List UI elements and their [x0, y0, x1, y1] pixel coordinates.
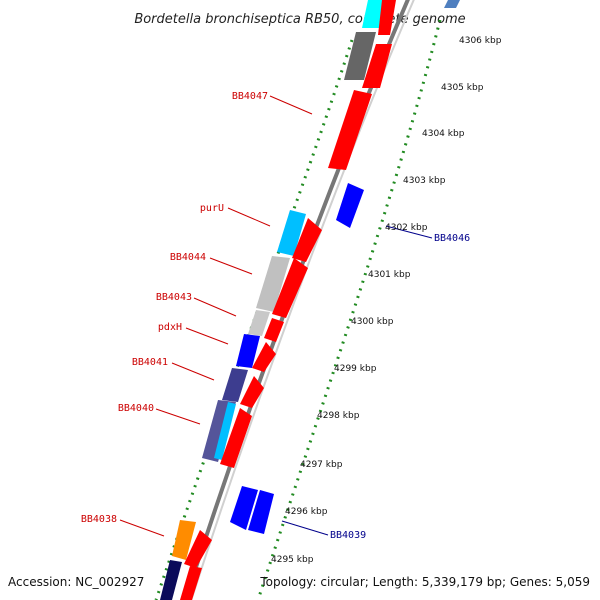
- gene-label[interactable]: BB4047: [232, 91, 268, 102]
- feature-forward-cds[interactable]: [184, 530, 212, 568]
- gene-label[interactable]: BB4046: [434, 233, 470, 244]
- scale-label: 4302 kbp: [385, 223, 428, 233]
- scale-label: 4305 kbp: [441, 83, 484, 93]
- scale-label: 4295 kbp: [271, 555, 314, 565]
- accession-text: Accession: NC_002927: [8, 575, 144, 589]
- scale-label: 4306 kbp: [459, 36, 502, 46]
- left-leader-lines: [119, 95, 313, 537]
- feature-reverse-cds-bb4039[interactable]: [230, 486, 258, 530]
- feature-forward-cds[interactable]: [252, 342, 276, 372]
- feature-rna-bb4040[interactable]: [214, 402, 236, 460]
- feature-reverse-cds-pdxH[interactable]: [236, 334, 260, 368]
- gene-label[interactable]: BB4043: [156, 292, 192, 303]
- feature-grey-bb4044[interactable]: [256, 256, 290, 312]
- feature-dark-grey[interactable]: [344, 32, 376, 80]
- inner-dotted-ring: [256, 19, 442, 600]
- feature-forward-cds[interactable]: [240, 376, 264, 408]
- gene-label[interactable]: BB4041: [132, 357, 168, 368]
- gene-label[interactable]: BB4040: [118, 403, 154, 414]
- scale-label: 4300 kbp: [351, 317, 394, 327]
- topology-text: Topology: circular; Length: 5,339,179 bp…: [259, 575, 590, 589]
- scale-label: 4298 kbp: [317, 411, 360, 421]
- gene-label[interactable]: BB4044: [170, 252, 206, 263]
- left-gene-labels: BB4047 purU BB4044 BB4043 pdxH BB4041 BB…: [81, 91, 268, 525]
- scale-label: 4304 kbp: [422, 129, 465, 139]
- feature-forward-cds[interactable]: [328, 90, 372, 170]
- feature-reverse-cds-bb4046[interactable]: [336, 183, 364, 228]
- feature-forward-cds[interactable]: [220, 408, 252, 468]
- scale-label: 4301 kbp: [368, 270, 411, 280]
- genome-title: Bordetella bronchiseptica RB50, complete…: [134, 12, 465, 27]
- feature-forward-cds[interactable]: [180, 566, 202, 600]
- feature-forward-cds[interactable]: [378, 0, 396, 35]
- scale-label: 4299 kbp: [334, 364, 377, 374]
- gene-label[interactable]: BB4039: [330, 530, 366, 541]
- feature-blue-top[interactable]: [444, 0, 460, 8]
- feature-forward-cds[interactable]: [264, 318, 284, 342]
- scale-label: 4303 kbp: [403, 176, 446, 186]
- gene-label[interactable]: pdxH: [158, 322, 182, 333]
- feature-dark-blue-bb4041[interactable]: [222, 368, 248, 402]
- feature-forward-cds[interactable]: [292, 218, 322, 262]
- gene-label[interactable]: BB4038: [81, 514, 117, 525]
- right-gene-labels: BB4046 BB4039: [330, 233, 470, 541]
- scale-labels: 4306 kbp 4305 kbp 4304 kbp 4303 kbp 4302…: [271, 36, 502, 565]
- feature-track: [160, 0, 460, 600]
- feature-reverse-cds-bb4039[interactable]: [248, 490, 274, 534]
- feature-rna-purU[interactable]: [277, 210, 306, 256]
- feature-orange-bb4038[interactable]: [172, 520, 196, 560]
- feature-forward-cds[interactable]: [362, 44, 392, 88]
- scale-label: 4297 kbp: [300, 460, 343, 470]
- feature-forward-cds[interactable]: [272, 258, 308, 318]
- right-leader-lines: [281, 225, 433, 536]
- scale-label: 4296 kbp: [285, 507, 328, 517]
- feature-grey-bb4043[interactable]: [248, 310, 270, 336]
- gene-label[interactable]: purU: [200, 203, 224, 214]
- feature-dark-navy[interactable]: [160, 560, 182, 600]
